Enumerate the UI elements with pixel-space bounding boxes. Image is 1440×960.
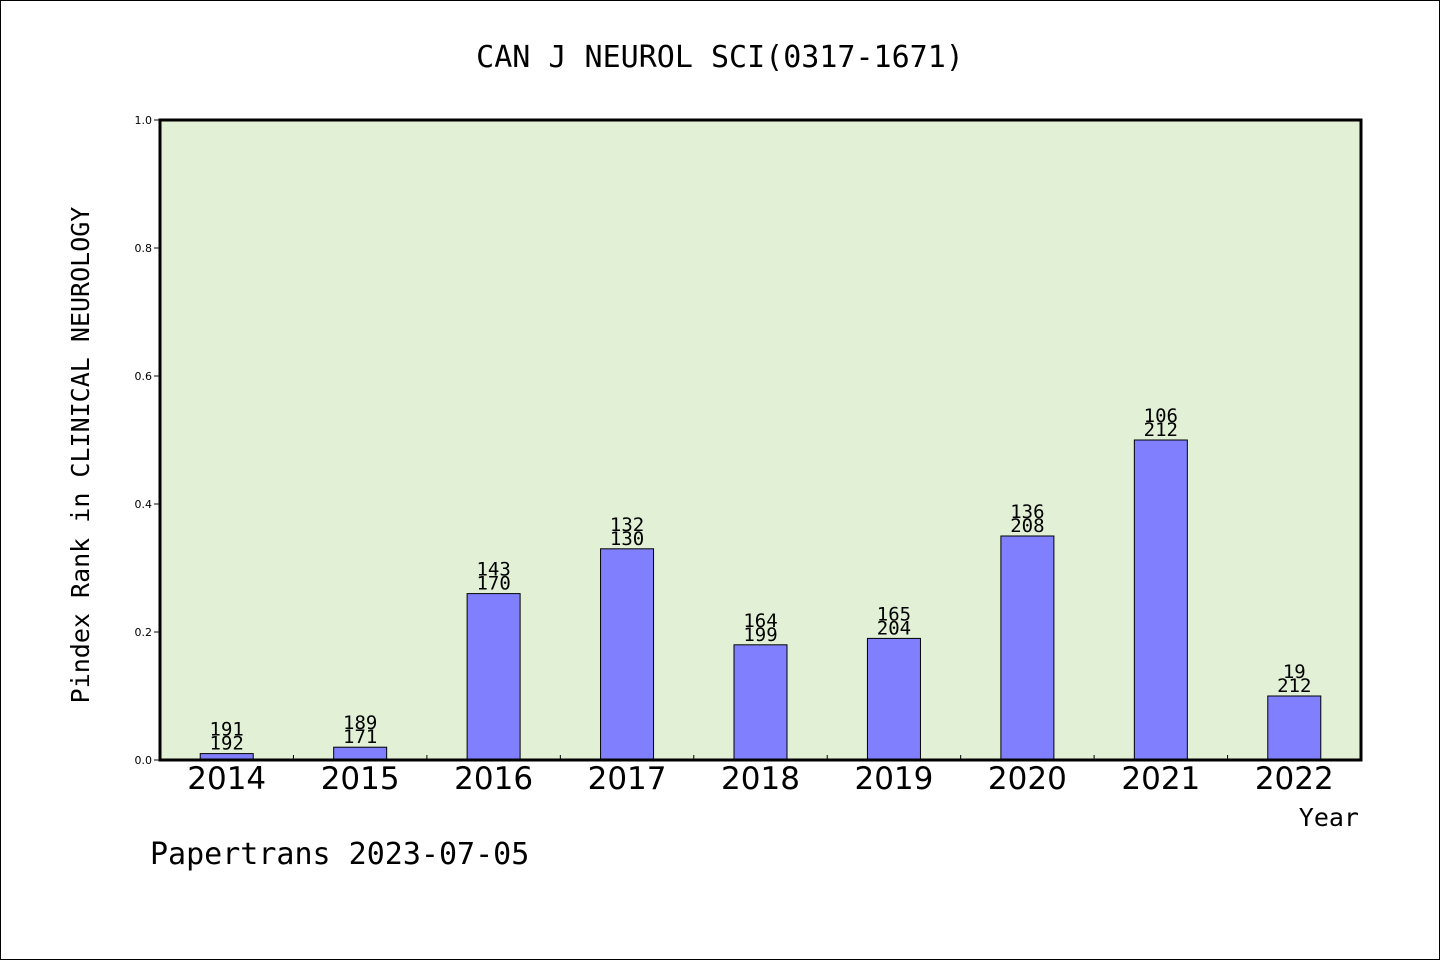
x-tick-label: 2014 [187, 761, 266, 797]
y-axis-ticks: 0.0 0.2 0.4 0.6 0.8 1.0 [135, 114, 160, 767]
bar-2019 [866, 637, 921, 761]
x-axis-ticks: 2014 2015 2016 2017 2018 2019 2020 2021 2022 [187, 755, 1334, 797]
bar-total-label: 199 [743, 624, 777, 646]
x-tick-label: 2020 [988, 761, 1067, 797]
bar-rank-label: 19 [1283, 661, 1306, 683]
y-tick-label: 0.2 [135, 626, 153, 639]
bar-rank-label: 136 [1010, 501, 1044, 523]
x-tick-label: 2018 [721, 761, 800, 797]
x-tick-label: 2019 [854, 761, 933, 797]
bar-total-label: 130 [610, 528, 644, 550]
x-tick-label: 2015 [321, 761, 400, 797]
y-tick-label: 0.8 [135, 242, 153, 255]
bar-total-label: 171 [343, 726, 377, 748]
bar-total-label: 212 [1144, 419, 1178, 441]
bar-2016 [466, 593, 521, 761]
bar-2021 [1133, 439, 1188, 761]
bar-total-label: 170 [476, 573, 510, 595]
bar-2022 [1267, 695, 1322, 761]
bar-rank-label: 189 [343, 712, 377, 734]
bar-total-label: 192 [210, 733, 244, 755]
x-tick-label: 2022 [1255, 761, 1334, 797]
bar-rank-label: 164 [743, 610, 777, 632]
bar-total-label: 204 [877, 617, 911, 639]
bar-2020 [1000, 535, 1055, 761]
chart-title: CAN J NEUROL SCI(0317-1671) [476, 40, 964, 75]
bar-2017 [600, 548, 655, 761]
bar-rank-label: 106 [1144, 405, 1178, 427]
y-tick-label: 0.4 [135, 498, 153, 511]
y-tick-label: 0.6 [135, 370, 153, 383]
x-tick-label: 2017 [588, 761, 667, 797]
plot-frame [158, 118, 1363, 762]
x-tick-label: 2016 [454, 761, 533, 797]
bar-total-label: 208 [1010, 515, 1044, 537]
bar-2018 [733, 644, 788, 761]
bar-rank-label: 165 [877, 603, 911, 625]
bar-rank-label: 143 [476, 559, 510, 581]
y-axis-label: Pindex Rank in CLINICAL NEUROLOGY [66, 207, 95, 704]
bar-total-label: 212 [1277, 675, 1311, 697]
bar-2015 [333, 746, 388, 761]
y-tick-label: 0.0 [135, 754, 153, 767]
footer-text: Papertrans 2023-07-05 [150, 837, 529, 872]
bar-rank-label: 191 [210, 719, 244, 741]
bar-rank-label: 132 [610, 514, 644, 536]
x-axis-label: Year [1299, 803, 1359, 832]
bars [199, 439, 1322, 761]
x-tick-label: 2021 [1121, 761, 1200, 797]
y-tick-label: 1.0 [135, 114, 153, 127]
bar-labels: 1911921891711431701321301641991652041362… [210, 405, 1312, 755]
